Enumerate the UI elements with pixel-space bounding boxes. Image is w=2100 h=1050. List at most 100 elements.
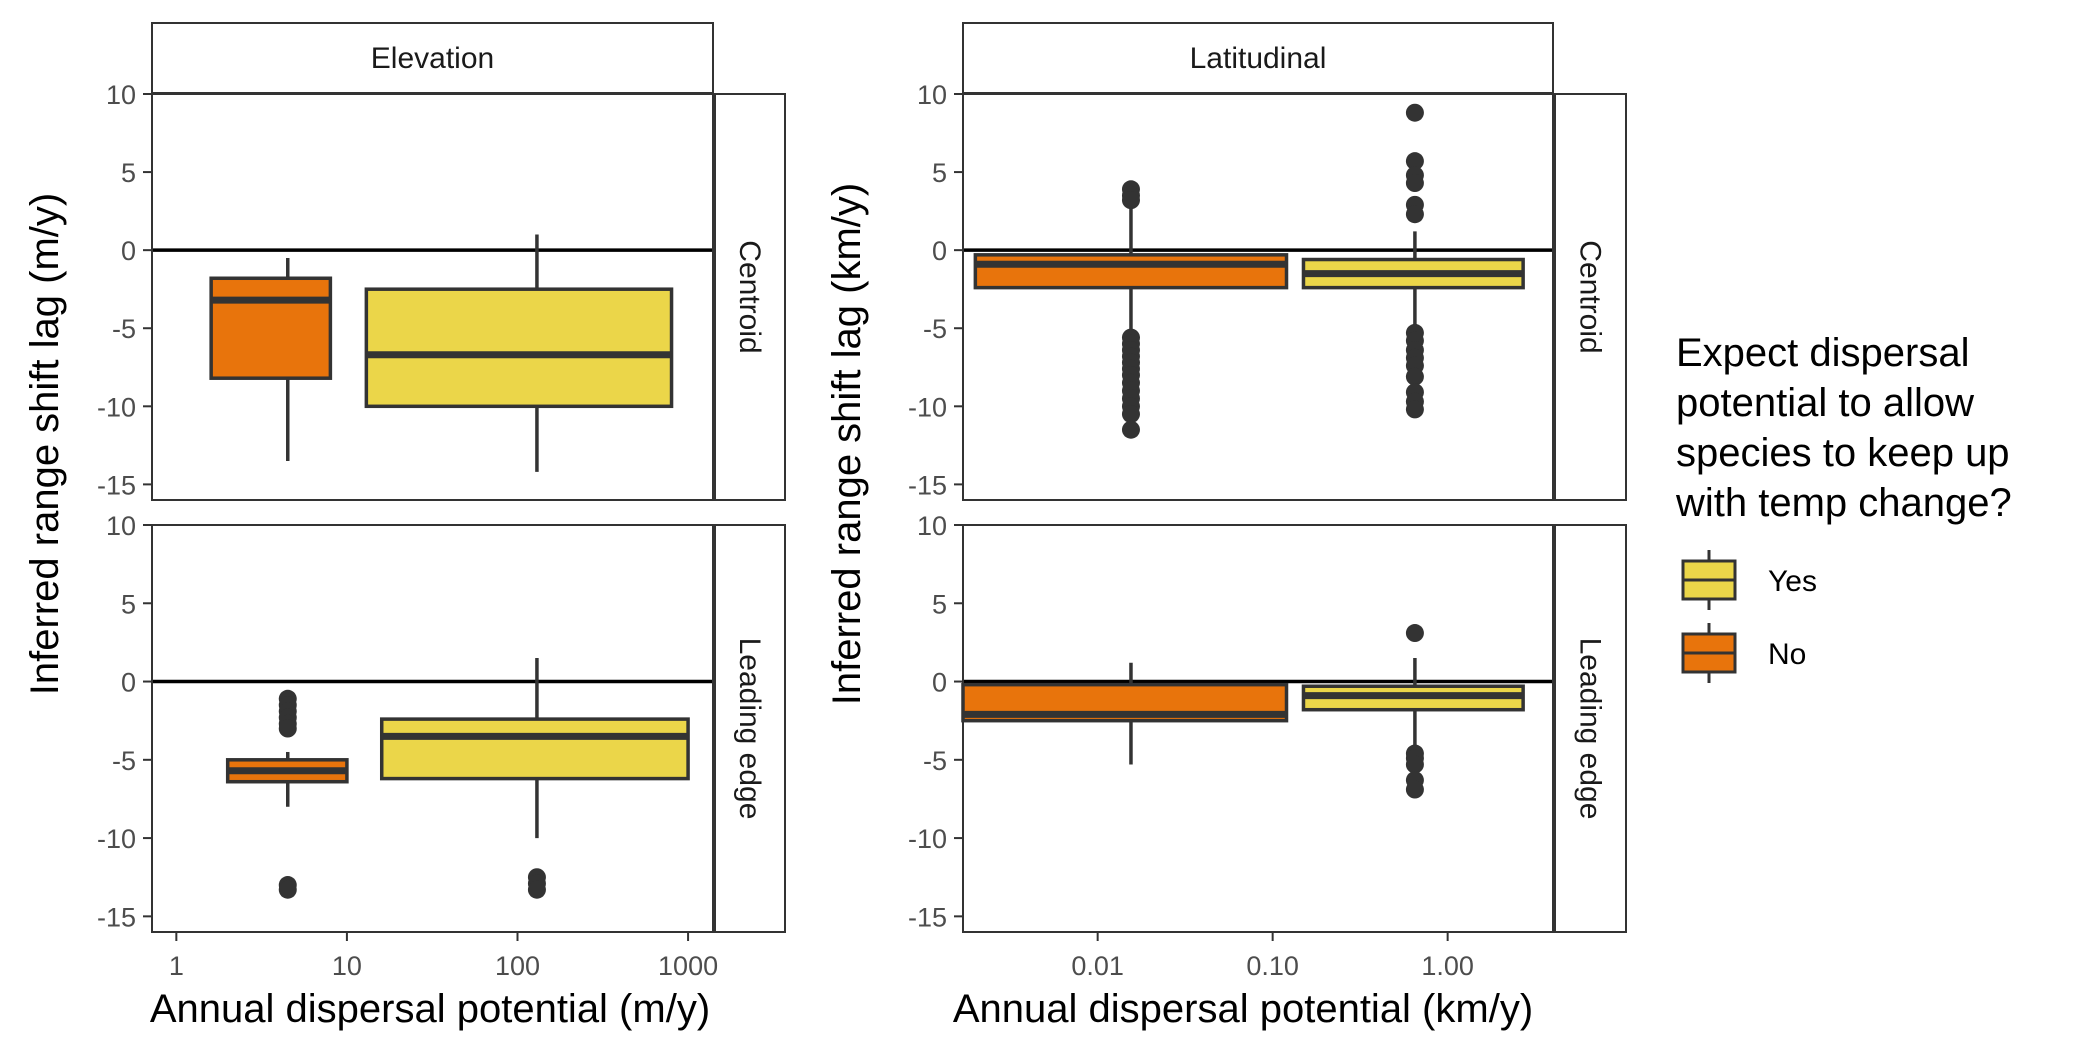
boxplot-outlier <box>1405 624 1424 643</box>
elevation-leading-edge-row-strip-label: Leading edge <box>733 638 766 820</box>
latitudinal-centroid-panel-border <box>962 93 1554 501</box>
boxplot-box <box>379 717 690 781</box>
boxplot-outlier <box>1405 205 1424 224</box>
latitudinal-centroid-y-tick-label: 10 <box>917 80 947 110</box>
latitudinal-leading-edge-panel-background <box>963 525 1553 932</box>
elevation-centroid-boxplot-no <box>209 257 333 461</box>
legend-key-yes <box>1681 550 1737 610</box>
elevation-leading-edge-y-tick-label: 10 <box>106 511 136 541</box>
elevation-column-strip: Elevation <box>151 22 714 94</box>
elevation-centroid-row-strip-box <box>714 93 786 501</box>
latitudinal-centroid-y-tick-label: 0 <box>932 236 947 266</box>
elevation-leading-edge-panel-border <box>151 524 714 933</box>
elevation-centroid-row-strip: Centroid <box>714 93 786 501</box>
elevation-centroid-panel: 10 5 0 -5 -10 -15 Centroid <box>97 80 786 501</box>
latitudinal-centroid-y-tick-label: -15 <box>908 470 947 500</box>
boxplot-outlier <box>1405 103 1424 122</box>
latitudinal-leading-edge-boxplot-yes <box>1301 624 1525 799</box>
latitudinal-centroid-row-strip-label: Centroid <box>1574 240 1607 353</box>
elevation-x-tick-label: 1 <box>169 951 184 981</box>
latitudinal-centroid-y-tick-label: -5 <box>923 314 947 344</box>
legend-title-line-3: species to keep up <box>1676 431 2010 475</box>
boxplot-outlier <box>278 880 297 899</box>
elevation-leading-edge-panel: 10 5 0 -5 -10 -15 1 10 100 1000 Leading edge <box>97 511 786 981</box>
legend-key-no <box>1681 623 1737 683</box>
legend-title-line-4: with temp change? <box>1675 481 2012 525</box>
boxplot-outlier <box>1405 367 1424 386</box>
boxplot-outlier <box>1121 420 1140 439</box>
elevation-leading-edge-row-strip-box <box>714 524 786 933</box>
elevation-centroid-y-tick-label: -5 <box>112 314 136 344</box>
boxplot-outlier <box>1405 400 1424 419</box>
elevation-x-tick-label: 1000 <box>658 951 718 981</box>
latitudinal-leading-edge-y-tick-label: -5 <box>923 746 947 776</box>
boxplot-outlier <box>1405 755 1424 774</box>
latitudinal-leading-edge-y-tick-label: 10 <box>917 511 947 541</box>
latitudinal-leading-edge-y-tick-label: -10 <box>908 824 947 854</box>
latitudinal-column-strip-label: Latitudinal <box>1190 42 1327 75</box>
latitudinal-y-axis-title: Inferred range shift lag (km/y) <box>825 183 869 705</box>
legend: Expect dispersal potential to allow spec… <box>1675 331 2012 683</box>
elevation-x-tick-label: 10 <box>332 951 362 981</box>
elevation-column-strip-box <box>151 22 714 94</box>
elevation-leading-edge-boxplot-no <box>225 689 349 899</box>
elevation-leading-edge-y-tick-label: -5 <box>112 746 136 776</box>
elevation-leading-edge-y-tick-label: -15 <box>97 902 136 932</box>
boxplot-outlier <box>278 719 297 738</box>
latitudinal-centroid-boxplot-no <box>973 180 1289 439</box>
legend-label-no: No <box>1768 638 1806 671</box>
latitudinal-column-strip: Latitudinal <box>962 22 1554 94</box>
boxplot-box <box>364 287 674 409</box>
boxplot-box <box>209 276 333 380</box>
latitudinal-centroid-panel-background <box>963 94 1553 500</box>
elevation-leading-edge-y-tick-label: 5 <box>121 589 136 619</box>
elevation-leading-edge-y-tick-label: 0 <box>121 668 136 698</box>
elevation-x-tick-label: 100 <box>495 951 540 981</box>
latitudinal-leading-edge-panel: 10 5 0 -5 -10 -15 0.01 0.10 1.00 Leading edge <box>908 511 1627 981</box>
elevation-centroid-y-tick-label: 0 <box>121 236 136 266</box>
elevation-leading-edge-row-strip: Leading edge <box>714 524 786 933</box>
latitudinal-leading-edge-y-tick-label: 5 <box>932 589 947 619</box>
elevation-x-axis-title: Annual dispersal potential (m/y) <box>150 987 710 1031</box>
boxplot-outlier <box>1405 780 1424 799</box>
elevation-column-strip-label: Elevation <box>371 42 494 75</box>
elevation-centroid-row-strip-label: Centroid <box>733 240 766 353</box>
boxplot-outlier <box>1121 191 1140 210</box>
latitudinal-leading-edge-y-tick-label: -15 <box>908 902 947 932</box>
elevation-leading-edge-y-tick-label: -10 <box>97 824 136 854</box>
latitudinal-leading-edge-row-strip-label: Leading edge <box>1574 638 1607 820</box>
elevation-centroid-boxplot-yes <box>364 234 674 472</box>
elevation-y-axis-title: Inferred range shift lag (m/y) <box>23 193 67 695</box>
latitudinal-centroid-y-tick-label: -10 <box>908 392 947 422</box>
legend-title-line-2: potential to allow <box>1676 381 1974 425</box>
elevation-leading-edge-boxplot-yes <box>379 658 690 899</box>
latitudinal-x-tick-label: 0.01 <box>1071 951 1124 981</box>
boxplot-outlier <box>1121 405 1140 424</box>
elevation-centroid-y-tick-label: -10 <box>97 392 136 422</box>
boxplot-outlier <box>1405 152 1424 171</box>
elevation-centroid-y-tick-label: 10 <box>106 80 136 110</box>
latitudinal-centroid-y-tick-label: 5 <box>932 158 947 188</box>
legend-title-line-1: Expect dispersal <box>1676 331 1969 375</box>
boxplot-box <box>973 253 1289 290</box>
latitudinal-x-tick-label: 0.10 <box>1246 951 1299 981</box>
latitudinal-column-strip-box <box>962 22 1554 94</box>
boxplot-outlier <box>1405 174 1424 193</box>
latitudinal-leading-edge-y-tick-label: 0 <box>932 668 947 698</box>
latitudinal-leading-edge-panel-border <box>962 524 1554 933</box>
facet-panels: Elevation1050-5-10-15Centroid1050-5-10-1… <box>97 22 1627 981</box>
elevation-centroid-panel-border <box>151 93 714 501</box>
legend-label-yes: Yes <box>1768 565 1817 598</box>
elevation-centroid-y-tick-label: -15 <box>97 470 136 500</box>
boxplot-outlier <box>527 880 546 899</box>
elevation-centroid-y-tick-label: 5 <box>121 158 136 188</box>
latitudinal-x-tick-label: 1.00 <box>1421 951 1474 981</box>
latitudinal-centroid-row-strip-box <box>1554 93 1627 501</box>
latitudinal-centroid-panel: 10 5 0 -5 -10 -15 Centroid <box>908 80 1627 501</box>
latitudinal-x-axis-title: Annual dispersal potential (km/y) <box>953 987 1533 1031</box>
latitudinal-centroid-row-strip: Centroid <box>1554 93 1627 501</box>
latitudinal-leading-edge-row-strip: Leading edge <box>1554 524 1627 933</box>
latitudinal-leading-edge-row-strip-box <box>1554 524 1627 933</box>
latitudinal-centroid-boxplot-yes <box>1301 103 1525 419</box>
